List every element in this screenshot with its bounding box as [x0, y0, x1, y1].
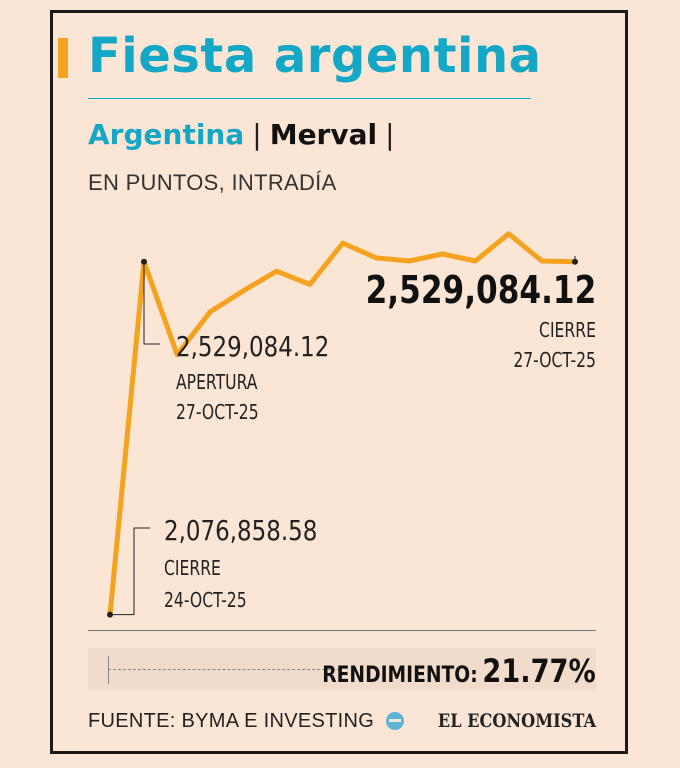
- accent-bar: [58, 38, 68, 78]
- open-label: APERTURA: [176, 370, 258, 394]
- source-note: FUENTE: BYMA E INVESTING: [88, 710, 375, 732]
- bottom-rule: [88, 630, 596, 631]
- units-label: EN PUNTOS, INTRADÍA: [88, 170, 337, 195]
- close-value: 2,529,084.12: [365, 268, 596, 312]
- subtitle-separator-end: |: [385, 118, 395, 151]
- prev-close-leader: [110, 527, 150, 616]
- series-line: [107, 231, 578, 618]
- prev-close-label: CIERRE: [164, 556, 221, 580]
- subtitle-separator: |: [252, 118, 262, 151]
- performance-label: RENDIMIENTO:: [322, 663, 478, 688]
- chart-title: Fiesta argentina: [88, 28, 542, 84]
- close-label: CIERRE: [539, 318, 596, 342]
- open-date: 27-OCT-25: [176, 400, 259, 424]
- title-rule: [88, 98, 531, 99]
- prev-close-date: 24-OCT-25: [164, 588, 247, 612]
- open-value: 2,529,084.12: [176, 330, 330, 363]
- subtitle-country: Argentina: [88, 118, 245, 151]
- performance-leader: [108, 669, 340, 670]
- brand-logo: EL ECONOMISTA: [385, 710, 596, 732]
- subtitle: Argentina | Merval |: [88, 118, 403, 151]
- globe-icon: [385, 712, 404, 730]
- chart-frame: [50, 10, 628, 754]
- close-date: 27-OCT-25: [513, 348, 596, 372]
- performance-value: 21.77%: [482, 652, 596, 690]
- performance: RENDIMIENTO: 21.77%: [323, 652, 596, 690]
- brand-name: EL ECONOMISTA: [437, 710, 596, 732]
- performance-tick: [108, 656, 109, 684]
- subtitle-index: Merval: [269, 118, 378, 151]
- open-leader: [143, 261, 160, 345]
- prev-close-value: 2,076,858.58: [164, 514, 318, 547]
